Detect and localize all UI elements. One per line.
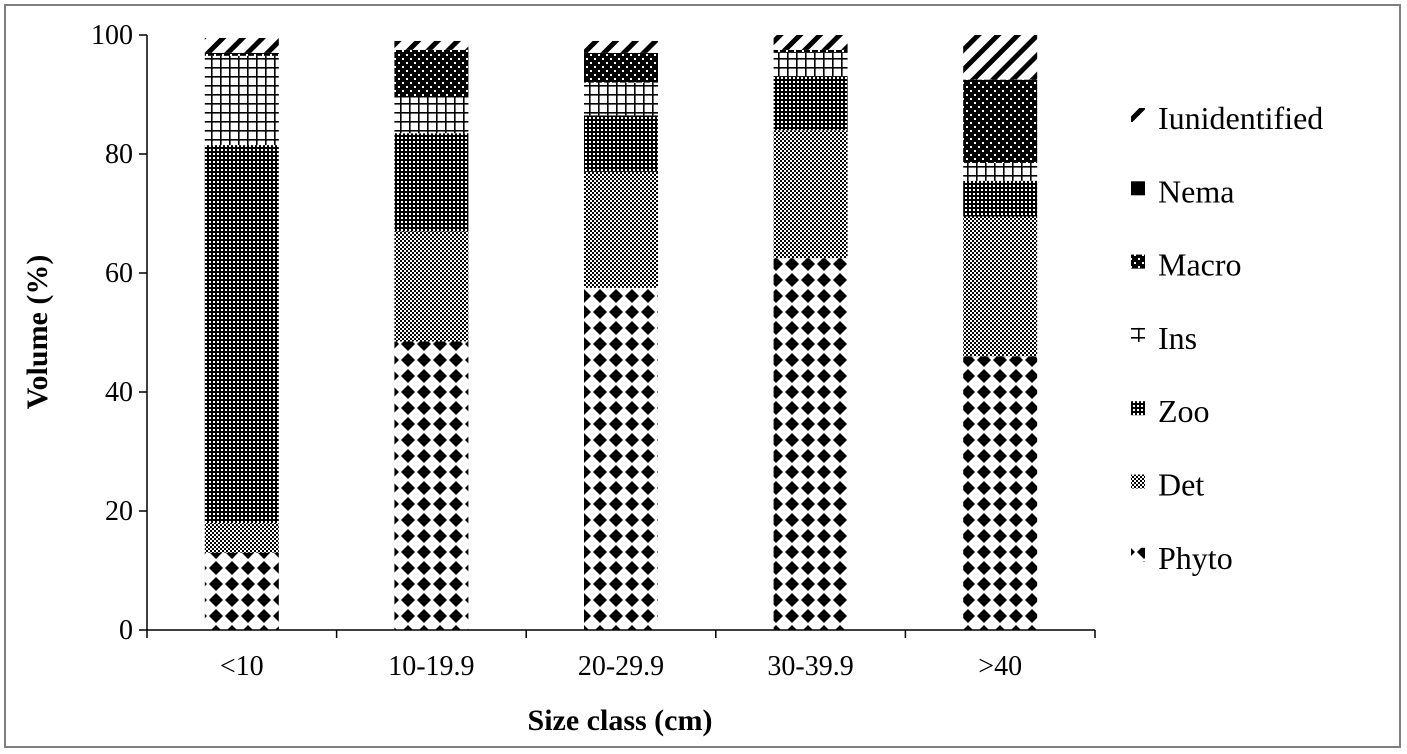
bar-segment-zoo <box>394 133 469 232</box>
legend-swatch-nema <box>1131 181 1145 196</box>
legend-label-macro: Macro <box>1158 247 1242 283</box>
bar-segment-macro <box>584 52 658 83</box>
bar-segment-zoo <box>584 115 658 172</box>
legend-swatch-zoo <box>1131 401 1145 416</box>
bar-segment-phyto <box>584 287 658 630</box>
bar-segment-phyto <box>773 258 848 630</box>
bar-segment-zoo <box>204 145 279 523</box>
x-tick-label: 10-19.9 <box>388 651 474 682</box>
legend-label-zoo: Zoo <box>1158 393 1210 429</box>
bar-segment-phyto <box>204 552 279 630</box>
x-axis-title: Size class (cm) <box>528 704 713 737</box>
bar-segment-phyto <box>963 356 1038 630</box>
bar-segment-iunidentified <box>204 37 279 53</box>
legend-swatch-phyto <box>1131 547 1145 562</box>
bar-segment-iunidentified <box>394 40 469 50</box>
bar-segment-ins <box>204 55 279 146</box>
legend-label-det: Det <box>1158 467 1204 503</box>
bar-segment-iunidentified <box>584 40 658 53</box>
legend-label-phyto: Phyto <box>1158 540 1233 576</box>
bar-segment-zoo <box>773 76 848 131</box>
bar-segment-macro <box>204 52 279 56</box>
bar-segment-macro <box>773 49 848 53</box>
y-tick-label: 40 <box>105 377 133 408</box>
bar-segment-det <box>584 171 658 288</box>
legend-label-nema: Nema <box>1158 173 1234 209</box>
x-tick-label: 30-39.9 <box>767 651 853 682</box>
bar-segment-ins <box>394 97 469 134</box>
y-tick-label: 20 <box>105 496 133 527</box>
bar-segment-ins <box>584 82 658 116</box>
plot-area: 0 20 40 60 80 100 <10 10-19.9 20-29.9 30-39.9 >40 <box>91 20 1096 682</box>
legend: Iunidentified Nema Macro Ins Zoo Det Phyto <box>1131 100 1323 576</box>
bar-segment-macro <box>963 79 1038 163</box>
y-tick-label: 80 <box>105 139 133 170</box>
y-axis-title: Volume (%) <box>21 255 54 410</box>
y-tick-label: 60 <box>105 258 133 289</box>
bar-segment-phyto <box>394 341 469 630</box>
bar-segment-ins <box>963 162 1038 181</box>
bar-segment-det <box>204 522 279 553</box>
bar-segment-det <box>963 216 1038 357</box>
legend-swatch-macro <box>1131 254 1145 269</box>
bar-segment-iunidentified <box>963 35 1038 80</box>
bar-segment-det <box>394 231 469 342</box>
x-tick-label: >40 <box>978 651 1022 682</box>
bar-segment-iunidentified <box>773 35 848 50</box>
bar-segment-det <box>773 130 848 259</box>
bar-segment-zoo <box>963 180 1038 217</box>
y-tick-label: 100 <box>91 20 133 51</box>
x-tick-label: <10 <box>220 651 264 682</box>
legend-label-iunidentified: Iunidentified <box>1158 100 1323 136</box>
bar-segment-ins <box>773 52 848 77</box>
bar-segment-macro <box>394 49 469 98</box>
legend-label-ins: Ins <box>1158 320 1197 356</box>
bars-group <box>204 35 1038 630</box>
x-ticks-group: <10 10-19.9 20-29.9 30-39.9 >40 <box>146 630 1096 682</box>
x-tick-label: 20-29.9 <box>578 651 664 682</box>
legend-swatch-ins <box>1131 327 1145 342</box>
legend-swatch-iunidentified <box>1131 108 1145 122</box>
y-ticks-group: 0 20 40 60 80 100 <box>91 20 147 646</box>
y-tick-label: 0 <box>119 615 133 646</box>
legend-swatch-det <box>1131 474 1145 489</box>
